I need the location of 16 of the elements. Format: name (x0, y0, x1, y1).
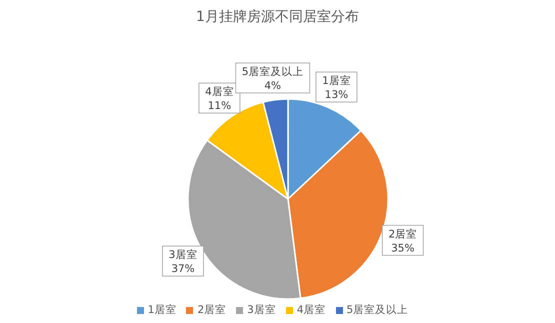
legend-label: 2居室 (197, 304, 226, 316)
slice-label: 2居室 (388, 227, 418, 240)
slice-label: 4居室 (205, 85, 234, 98)
legend-label: 1居室 (148, 304, 176, 316)
data-label: 11% (208, 100, 232, 112)
data-label: 13% (324, 89, 348, 102)
data-label: 35% (391, 242, 414, 254)
chart-title: 1月挂牌房源不同居室分布 (195, 8, 360, 26)
legend-label: 5居室及以上 (346, 304, 408, 316)
slice-label: 1居室 (322, 74, 351, 88)
data-label: 37% (171, 263, 195, 276)
legend-label: 4居室 (296, 304, 326, 316)
data-label: 4% (264, 80, 282, 92)
slice-label: 3居室 (168, 248, 198, 262)
slice-label: 5居室及以上 (242, 64, 304, 78)
legend-label: 3居室 (247, 304, 276, 316)
